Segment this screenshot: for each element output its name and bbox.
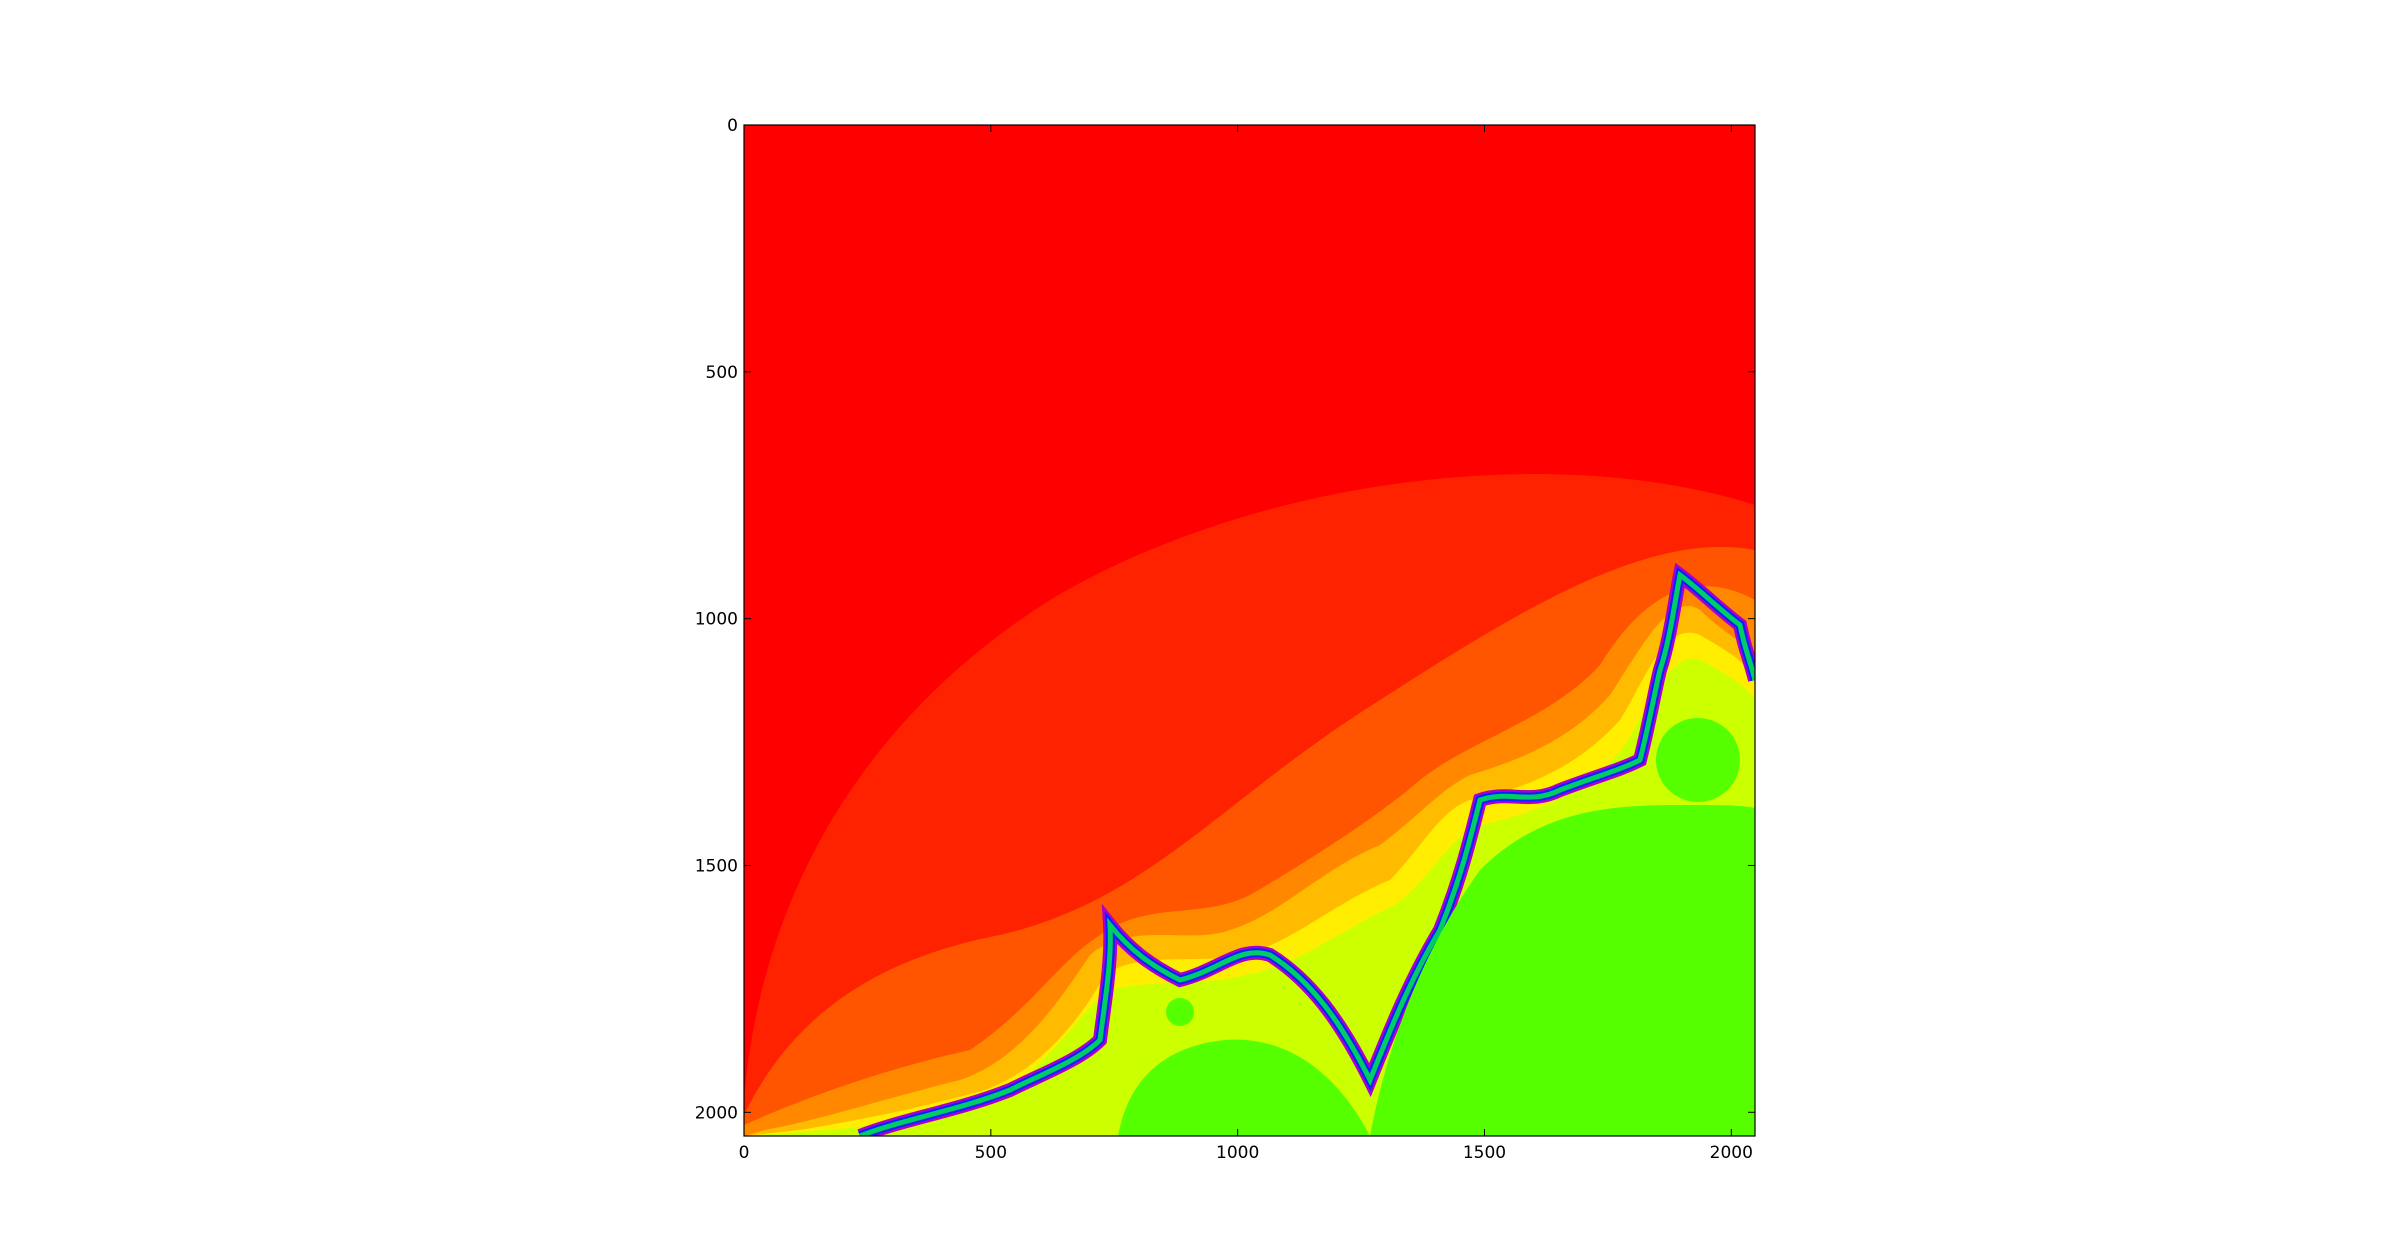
- interior-tiny-bulb: [1166, 998, 1194, 1026]
- interior-main-bulb: [1370, 805, 1755, 1136]
- y-tick-label: 1000: [695, 610, 738, 630]
- x-tick-label: 1500: [1463, 1143, 1506, 1163]
- x-tick-label: 0: [739, 1143, 750, 1163]
- y-tick-label: 500: [706, 363, 738, 383]
- y-tick-label: 2000: [695, 1103, 738, 1123]
- interior-small-bulb: [1656, 718, 1740, 802]
- y-tick-label: 0: [727, 116, 738, 136]
- fringe-green: [859, 570, 1755, 1136]
- x-tick-label: 1000: [1216, 1143, 1259, 1163]
- interior-left-bulb: [1118, 1039, 1370, 1136]
- plot-area: [744, 125, 1755, 1136]
- y-tick-label: 1500: [695, 856, 738, 876]
- x-axis: 0 500 1000 1500 2000: [739, 125, 1753, 1163]
- x-tick-label: 500: [975, 1143, 1007, 1163]
- x-tick-label: 2000: [1710, 1143, 1753, 1163]
- plot-frame: [743, 124, 1756, 1137]
- y-axis: 0 500 1000 1500 2000: [695, 116, 1755, 1123]
